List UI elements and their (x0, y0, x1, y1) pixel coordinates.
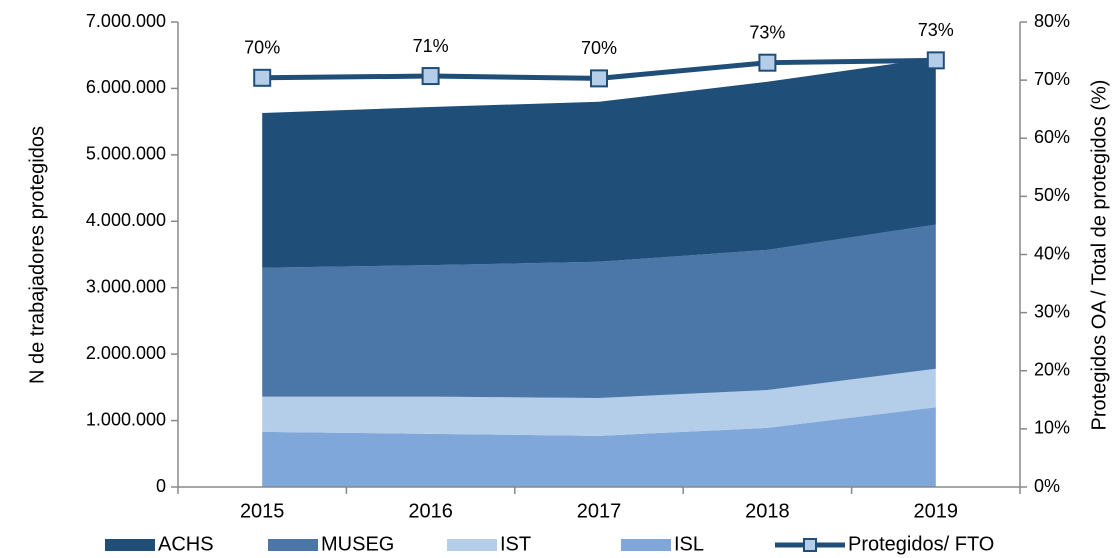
legend-label: ACHS (158, 533, 214, 555)
data-label: 73% (749, 22, 785, 42)
x-tick-label: 2015 (240, 500, 285, 522)
y-tick-label: 2.000.000 (86, 343, 166, 363)
y-tick-label: 6.000.000 (86, 77, 166, 97)
marker (590, 69, 608, 88)
y2-tick-label: 50% (1034, 185, 1070, 205)
x-tick-label: 2016 (408, 500, 453, 522)
y2-tick-label: 20% (1034, 360, 1070, 380)
x-tick-label: 2018 (745, 500, 790, 522)
y-tick-label: 1.000.000 (86, 409, 166, 429)
marker (926, 51, 945, 70)
data-label: 71% (413, 36, 449, 56)
y-tick-label: 0 (156, 476, 166, 496)
area (262, 224, 936, 398)
x-tick-label: 2017 (577, 500, 622, 522)
area (262, 368, 936, 436)
y2-tick-label: 80% (1034, 11, 1070, 31)
y2-tick-label: 60% (1034, 127, 1070, 147)
y-tick-label: 7.000.000 (86, 11, 166, 31)
y2-tick-label: 40% (1034, 243, 1070, 263)
legend-swatch (621, 539, 671, 551)
data-label: 70% (581, 38, 617, 58)
legend-label: MUSEG (321, 533, 394, 555)
legend-label: ISL (674, 533, 704, 555)
legend-label: Protegidos/ FTO (848, 533, 994, 555)
legend-swatch (803, 538, 817, 552)
y2-tick-label: 0% (1034, 476, 1060, 496)
data-label: 73% (918, 20, 954, 40)
legend-label: IST (500, 533, 531, 555)
marker (758, 53, 777, 72)
y-tick-label: 3.000.000 (86, 276, 166, 296)
legend-swatch (105, 539, 155, 551)
y2-tick-label: 10% (1034, 418, 1070, 438)
y-axis-label: N de trabajadores protegidos (26, 126, 48, 384)
legend-swatch (268, 539, 318, 551)
area (262, 407, 936, 487)
area (262, 57, 936, 268)
y2-tick-label: 70% (1034, 69, 1070, 89)
y-tick-label: 5.000.000 (86, 144, 166, 164)
marker (421, 67, 440, 86)
y2-tick-label: 30% (1034, 301, 1070, 321)
x-tick-label: 2019 (914, 500, 959, 522)
data-label: 70% (244, 38, 280, 58)
y-tick-label: 4.000.000 (86, 210, 166, 230)
y2-axis-label: Protegidos OA / Total de protegidos (%) (1088, 80, 1110, 431)
legend-swatch (447, 539, 497, 551)
marker (253, 68, 272, 87)
